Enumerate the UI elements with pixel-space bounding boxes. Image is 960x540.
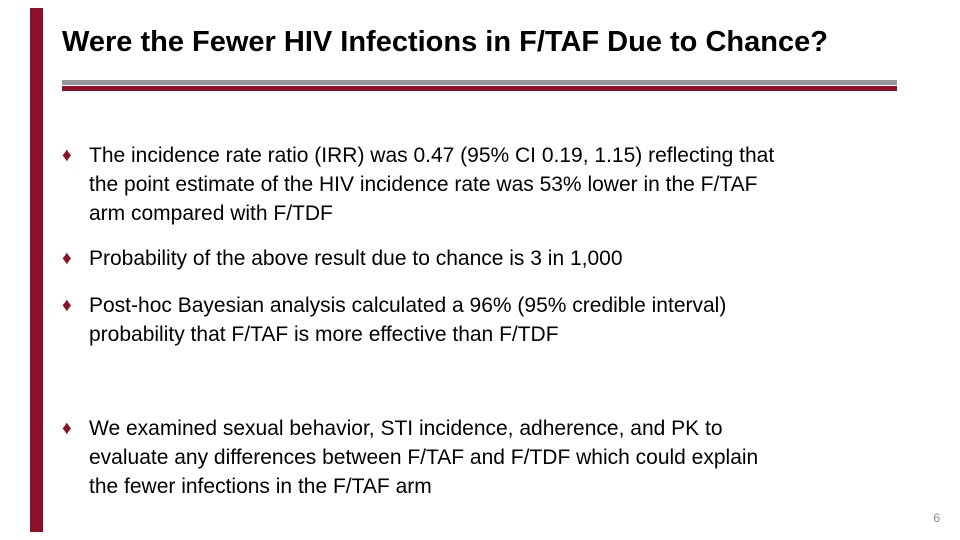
slide-title: Were the Fewer HIV Infections in F/TAF D… bbox=[62, 26, 828, 58]
divider-gray-line bbox=[62, 80, 897, 85]
bullet-line: The incidence rate ratio (IRR) was 0.47 … bbox=[89, 144, 775, 167]
bullet-list: ♦ The incidence rate ratio (IRR) was 0.47… bbox=[62, 141, 882, 501]
bullet-item: ♦ The incidence rate ratio (IRR) was 0.47… bbox=[62, 141, 882, 228]
bullet-text: We examined sexual behavior, STI inciden… bbox=[89, 414, 882, 501]
bullet-line: the point estimate of the HIV incidence … bbox=[89, 173, 758, 196]
bullet-line: Post-hoc Bayesian analysis calculated a … bbox=[89, 294, 727, 317]
title-divider-rule bbox=[62, 80, 897, 91]
bullet-item: ♦ We examined sexual behavior, STI incide… bbox=[62, 414, 882, 501]
page-number: 6 bbox=[933, 511, 940, 525]
bullet-text: Post-hoc Bayesian analysis calculated a … bbox=[89, 291, 882, 349]
bullet-line: the fewer infections in the F/TAF arm bbox=[89, 475, 432, 498]
bullet-line: evaluate any differences between F/TAF a… bbox=[89, 446, 759, 469]
bullet-item: ♦ Probability of the above result due to … bbox=[62, 244, 882, 273]
diamond-bullet-icon: ♦ bbox=[62, 145, 72, 166]
diamond-bullet-icon: ♦ bbox=[62, 248, 72, 269]
bullet-line: We examined sexual behavior, STI inciden… bbox=[89, 417, 723, 440]
bullet-line: Probability of the above result due to c… bbox=[89, 247, 623, 270]
left-accent-bar bbox=[30, 8, 43, 532]
divider-red-line bbox=[62, 86, 897, 91]
diamond-bullet-icon: ♦ bbox=[62, 418, 72, 439]
diamond-bullet-icon: ♦ bbox=[62, 295, 72, 316]
bullet-line: arm compared with F/TDF bbox=[89, 202, 333, 225]
bullet-text: The incidence rate ratio (IRR) was 0.47 … bbox=[89, 141, 882, 228]
bullet-line: probability that F/TAF is more effective… bbox=[89, 323, 559, 346]
bullet-text: Probability of the above result due to c… bbox=[89, 244, 882, 273]
bullet-item: ♦ Post-hoc Bayesian analysis calculated a… bbox=[62, 291, 882, 349]
